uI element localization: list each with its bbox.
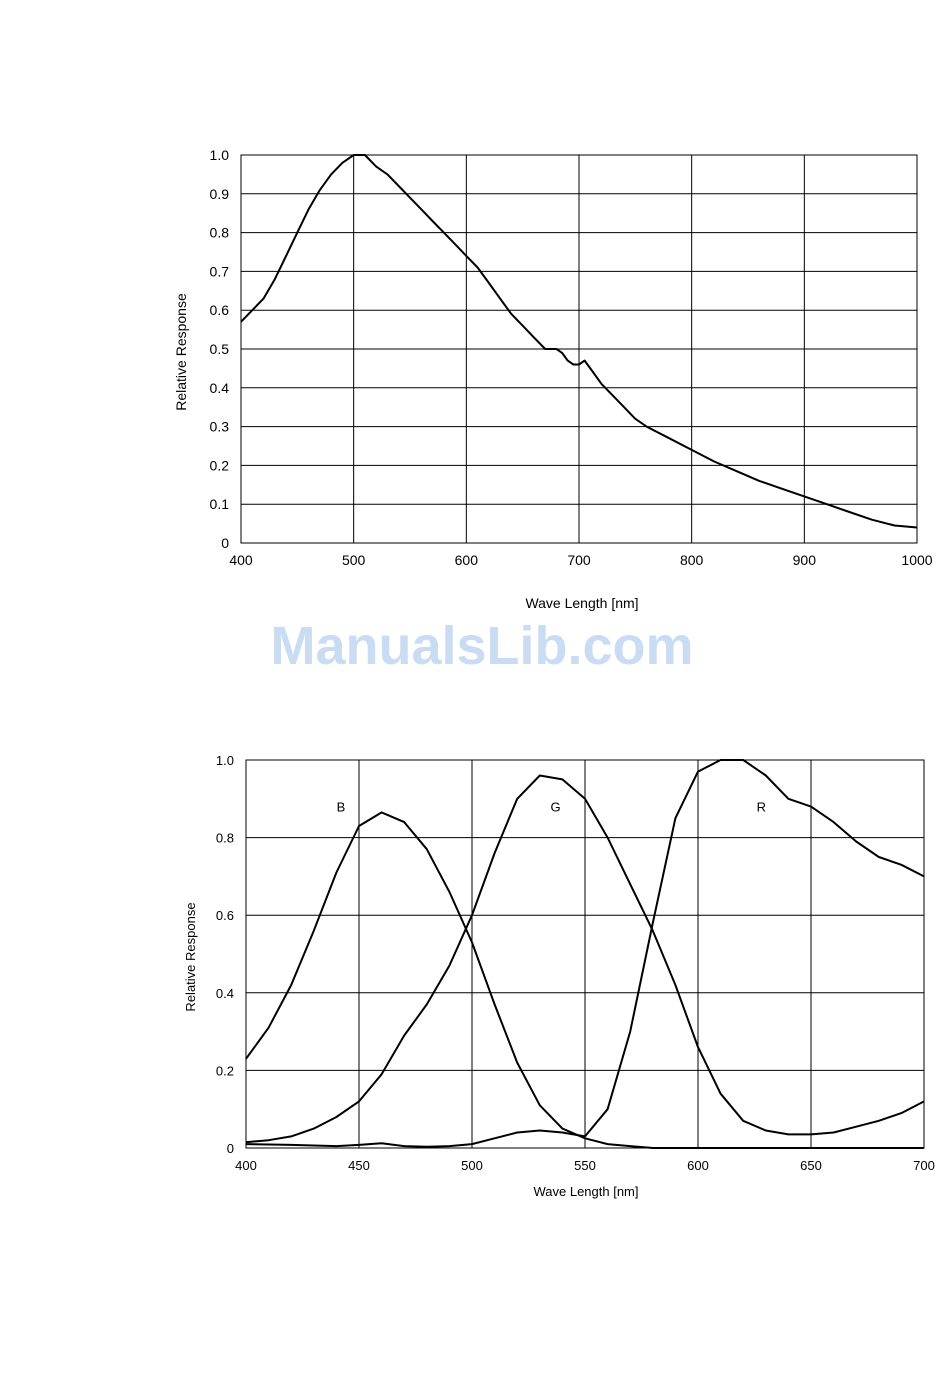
x-tick-label: 600 (455, 552, 479, 568)
series-label-b: B (337, 800, 346, 815)
y-tick-label: 0 (227, 1141, 234, 1156)
x-tick-label: 1000 (901, 552, 932, 568)
y-tick-label: 0.3 (210, 419, 230, 435)
plot-frame (245, 759, 925, 1149)
y-tick-label: 1.0 (210, 147, 230, 163)
x-tick-label: 500 (461, 1158, 483, 1173)
series-label-r: R (757, 800, 766, 815)
y-tick-label: 0.5 (210, 341, 230, 357)
x-axis-title: Wave Length [nm] (525, 595, 638, 611)
x-tick-label: 800 (680, 552, 704, 568)
series-line-g (245, 774, 925, 1144)
y-tick-label: 0.8 (216, 831, 234, 846)
y-tick-label: 0 (221, 535, 229, 551)
series-line-0 (240, 154, 918, 529)
x-tick-label: 700 (913, 1158, 935, 1173)
x-tick-label: 500 (342, 552, 366, 568)
y-tick-label: 1.0 (216, 753, 234, 768)
rgb-response-chart: 400 450 500 550 600 650 700 0 0.2 0.4 0.6 0.8 1.0 Wav… (183, 753, 935, 1199)
x-tick-label: 400 (235, 1158, 257, 1173)
y-tick-label: 0.7 (210, 263, 230, 279)
series-label-g: G (551, 800, 561, 815)
x-tick-label: 400 (229, 552, 253, 568)
x-tick-label: 650 (800, 1158, 822, 1173)
y-tick-label: 0.2 (210, 457, 230, 473)
y-axis-title: Relative Response (183, 902, 198, 1011)
y-tick-label: 0.6 (216, 908, 234, 923)
y-tick-label: 0.1 (210, 496, 230, 512)
watermark-text: ManualsLib.com (270, 616, 693, 676)
series-line-b (245, 811, 924, 1149)
x-tick-label: 450 (348, 1158, 370, 1173)
y-tick-label: 0.6 (210, 302, 230, 318)
y-tick-label: 0.8 (210, 225, 230, 241)
x-tick-label: 600 (687, 1158, 709, 1173)
plot-frame (240, 154, 918, 544)
y-tick-label: 0.4 (210, 380, 230, 396)
y-tick-label: 0.4 (216, 986, 234, 1001)
y-axis-title: Relative Response (173, 293, 189, 411)
x-tick-label: 550 (574, 1158, 596, 1173)
x-tick-label: 900 (793, 552, 817, 568)
y-tick-label: 0.2 (216, 1063, 234, 1078)
y-tick-label: 0.9 (210, 186, 230, 202)
series-line-r (245, 759, 925, 1148)
mono-response-chart: 400 500 600 700 800 900 1000 0 0.1 0.2 0.3 0.4 0.5 0.… (173, 147, 933, 611)
x-axis-title: Wave Length [nm] (533, 1184, 638, 1199)
x-tick-label: 700 (567, 552, 591, 568)
